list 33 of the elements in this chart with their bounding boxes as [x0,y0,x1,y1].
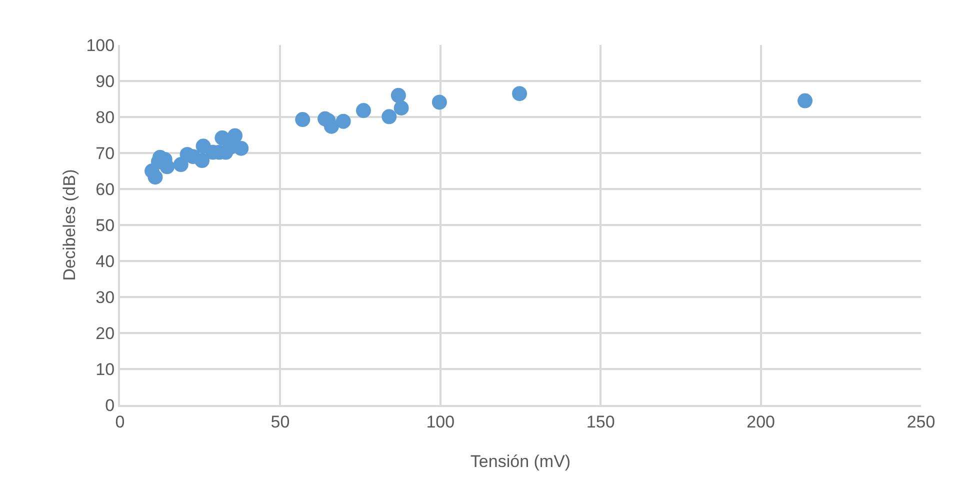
x-axis-title: Tensión (mV) [470,452,571,471]
y-tick-label: 20 [96,324,115,343]
y-tick-label: 0 [105,396,115,415]
x-tick-label: 100 [426,412,455,432]
y-tick-label: 50 [96,216,115,235]
point [798,93,813,108]
point [382,109,397,124]
point [324,118,339,134]
y-tick-label: 10 [96,360,115,379]
point [512,86,528,102]
point [234,140,249,156]
y-tick-label: 70 [96,144,115,163]
point [394,100,409,116]
x-tick-label: 200 [746,412,775,432]
y-tick-label: 30 [96,288,115,307]
y-tick-label: 100 [86,36,115,55]
point [336,114,351,129]
point [356,103,371,118]
y-tick-label: 90 [96,72,115,91]
y-tick-label: 60 [96,180,115,199]
y-tick-label: 40 [96,252,115,271]
point [148,170,163,185]
point [228,128,243,144]
x-tick-label: 250 [906,412,936,432]
point [295,112,310,128]
point [160,159,175,174]
point [194,153,210,168]
y-axis-title: Decibeles (dB) [60,169,79,281]
y-tick-label: 80 [96,108,115,127]
point [432,94,447,110]
x-tick-label: 50 [270,412,290,432]
point [390,88,406,103]
x-tick-label: 150 [586,412,615,432]
